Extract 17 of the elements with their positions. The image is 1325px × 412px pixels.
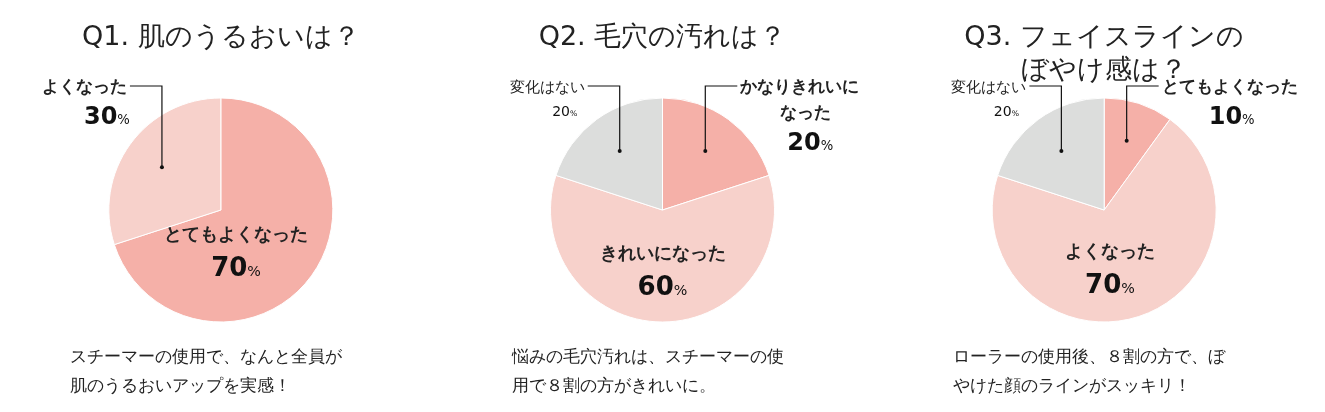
data-label: 70% (211, 251, 261, 282)
text: スチーマーの使用で、なんと全員が肌のうるおいアップを実感！ (70, 346, 343, 395)
slice-label: よくなった (41, 76, 127, 96)
slice-label: かなりきれいになった (739, 76, 860, 122)
data-label: 60% (637, 271, 688, 302)
slice-label: とてもよくなった (164, 222, 309, 244)
slice-label: きれいになった (599, 242, 726, 264)
data-label: 20% (787, 128, 834, 156)
chart-title: Q2. 毛穴の汚れは？ (538, 20, 787, 51)
text: 悩みの毛穴汚れは、スチーマーの使用で８割の方がきれいに。 (510, 346, 784, 395)
data-label: 10% (1208, 102, 1255, 130)
data-label: 70% (1085, 268, 1135, 299)
chart-title: Q1. 肌のうるおいは？ (82, 20, 360, 51)
slice-label: 変化はない (509, 78, 585, 96)
data-label: 30% (83, 102, 130, 130)
text: ローラーの使用後、８割の方で、ぼやけた顔のラインがスッキリ！ (953, 346, 1227, 395)
slice-label: よくなった (1064, 239, 1155, 261)
